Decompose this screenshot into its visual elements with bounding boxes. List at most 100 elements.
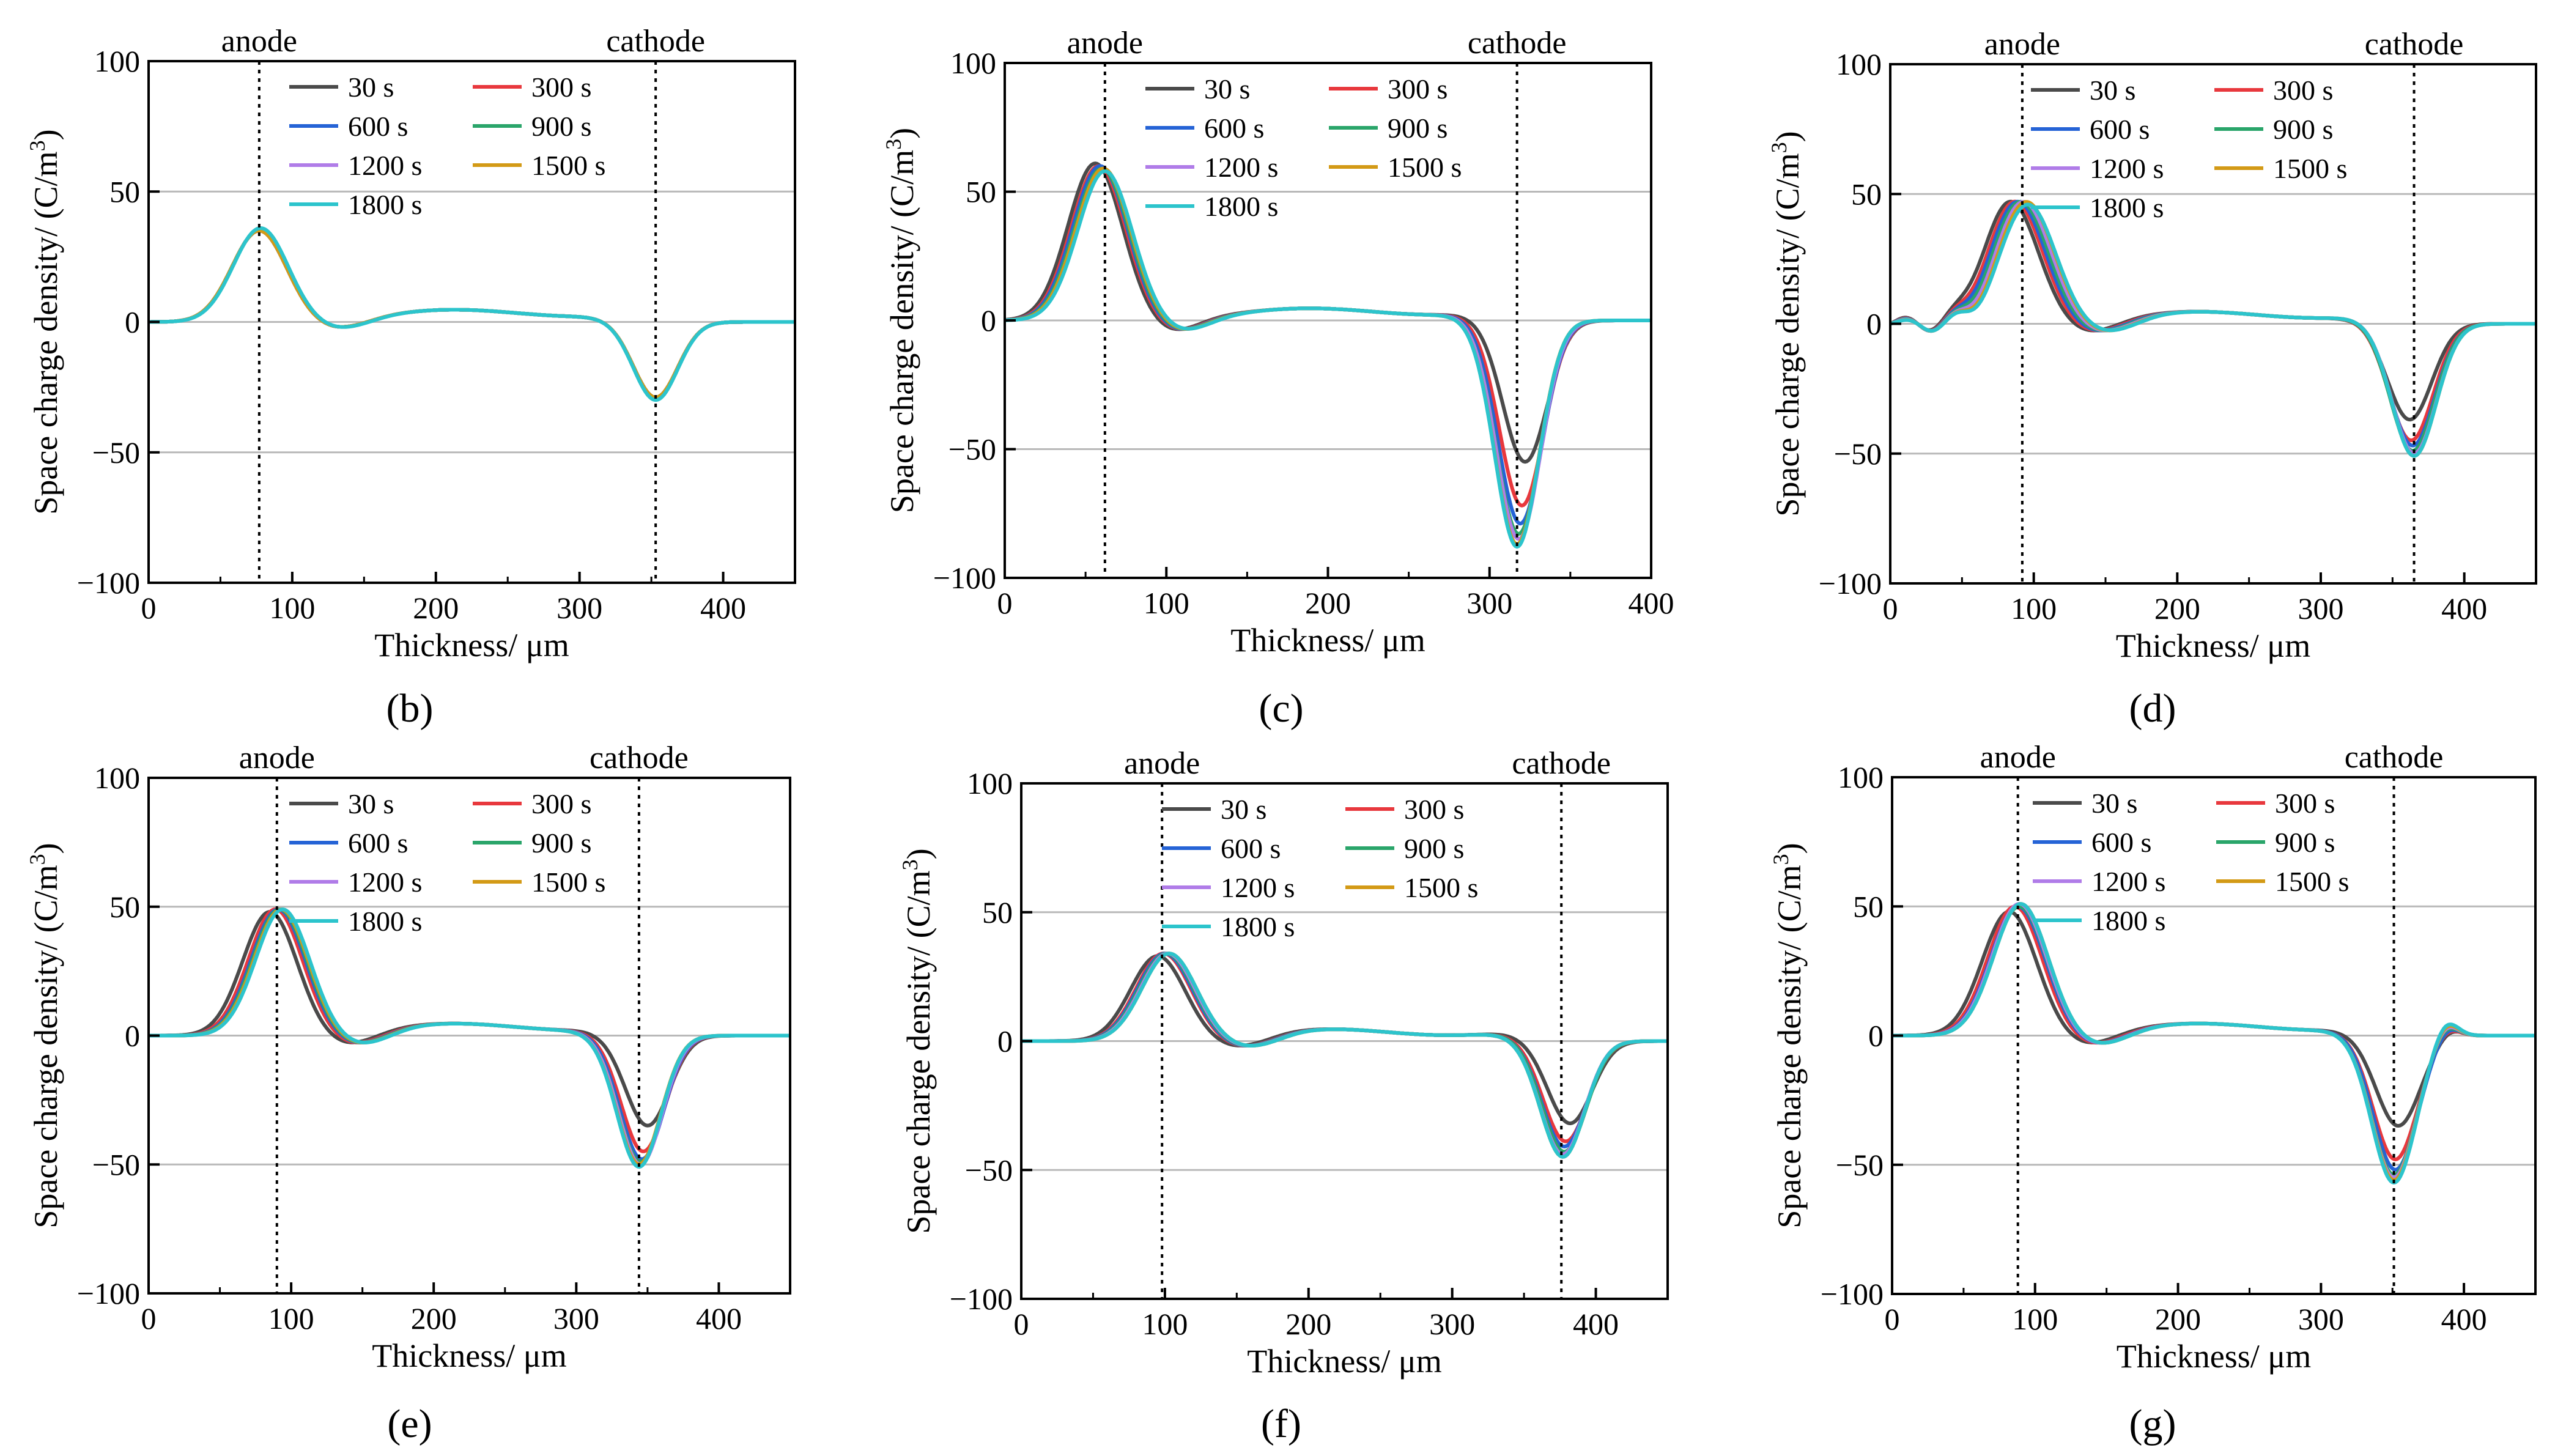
x-tick-label: 200 bbox=[2155, 1302, 2201, 1336]
x-tick-label: 400 bbox=[2441, 1302, 2487, 1336]
chart-panel-b: anode cathode 0 100 200 300 400 −100 −50 0 50 100 Th… bbox=[25, 24, 796, 731]
y-tick-label: 100 bbox=[950, 46, 996, 80]
series-line-1200s bbox=[1004, 166, 1652, 541]
anode-label: anode bbox=[1984, 27, 2060, 62]
y-tick-label: −100 bbox=[950, 1282, 1013, 1316]
series-line-30s bbox=[1021, 954, 1668, 1125]
series-line-30s bbox=[148, 229, 796, 399]
anode-label: anode bbox=[239, 741, 315, 775]
legend-label: 900 s bbox=[1388, 113, 1448, 144]
x-tick-label: 300 bbox=[1466, 586, 1512, 620]
x-axis-title: Thickness/ μm bbox=[2116, 627, 2310, 664]
x-tick-label: 0 bbox=[1014, 1307, 1029, 1341]
x-tick-label: 0 bbox=[141, 1301, 157, 1336]
series-line-600s bbox=[1021, 952, 1668, 1148]
y-tick-label: 100 bbox=[967, 766, 1013, 800]
y-tick-label: 50 bbox=[1853, 889, 1884, 923]
legend-label: 1200 s bbox=[1204, 152, 1278, 183]
cathode-label: cathode bbox=[606, 24, 705, 59]
series-line-30s bbox=[1891, 909, 2536, 1128]
legend-label: 600 s bbox=[1221, 833, 1281, 864]
x-tick-label: 0 bbox=[1883, 591, 1898, 626]
x-tick-label: 300 bbox=[1429, 1307, 1475, 1341]
legend-label: 300 s bbox=[1388, 73, 1448, 105]
legend-label: 600 s bbox=[348, 111, 408, 142]
chart-panel-d: anode cathode 0 100 200 300 400 −100 −50 0 50 100 Th… bbox=[1767, 27, 2537, 731]
panel-label: (b) bbox=[386, 686, 434, 731]
x-axis-title: Thickness/ μm bbox=[372, 1337, 566, 1374]
y-tick-label: −50 bbox=[1834, 437, 1882, 471]
legend-label: 30 s bbox=[1204, 73, 1250, 105]
y-tick-label: 50 bbox=[966, 175, 996, 209]
anode-label: anode bbox=[1980, 740, 2056, 775]
y-tick-label: 0 bbox=[997, 1024, 1013, 1059]
x-tick-label: 100 bbox=[268, 1301, 314, 1336]
y-axis-title: Space charge density/ (C/m3) bbox=[25, 129, 64, 514]
series-line-600s bbox=[148, 907, 791, 1161]
y-tick-label: 50 bbox=[1851, 177, 1882, 211]
y-tick-label: −100 bbox=[77, 566, 140, 600]
legend-label: 1500 s bbox=[531, 867, 605, 898]
legend-label: 1500 s bbox=[1388, 152, 1462, 183]
y-tick-label: 100 bbox=[1836, 47, 1882, 81]
x-axis-title: Thickness/ μm bbox=[1247, 1343, 1441, 1380]
series-line-1500s bbox=[1021, 952, 1668, 1159]
legend-label: 1800 s bbox=[348, 189, 422, 220]
series-line-1800s bbox=[148, 907, 791, 1169]
legend-label: 300 s bbox=[1404, 794, 1464, 825]
series-line-30s bbox=[1004, 161, 1652, 464]
legend-label: 300 s bbox=[2273, 75, 2333, 106]
x-tick-label: 200 bbox=[411, 1301, 457, 1336]
legend-label: 30 s bbox=[348, 788, 394, 819]
series-line-1200s bbox=[148, 229, 796, 399]
y-tick-label: −100 bbox=[77, 1276, 140, 1310]
series-line-300s bbox=[1021, 952, 1668, 1144]
legend-label: 600 s bbox=[1204, 113, 1264, 144]
y-axis-title: Space charge density/ (C/m3) bbox=[881, 128, 920, 513]
anode-label: anode bbox=[1067, 26, 1143, 61]
legend-label: 1500 s bbox=[1404, 872, 1478, 903]
y-tick-label: 50 bbox=[982, 895, 1013, 929]
panel-label: (f) bbox=[1261, 1402, 1301, 1446]
x-tick-label: 100 bbox=[1142, 1307, 1188, 1341]
legend-label: 900 s bbox=[531, 111, 591, 142]
y-tick-label: 0 bbox=[981, 303, 996, 338]
x-axis-title: Thickness/ μm bbox=[2117, 1338, 2311, 1375]
y-axis-title: Space charge density/ (C/m3) bbox=[898, 848, 937, 1233]
series-line-600s bbox=[148, 229, 796, 399]
y-tick-label: 50 bbox=[109, 890, 140, 924]
legend-label: 300 s bbox=[2275, 788, 2335, 819]
y-axis-title: Space charge density/ (C/m3) bbox=[25, 843, 64, 1228]
x-tick-label: 400 bbox=[2441, 591, 2487, 626]
y-tick-label: −50 bbox=[92, 435, 140, 470]
series-line-1800s bbox=[1004, 169, 1652, 549]
y-axis-title: Space charge density/ (C/m3) bbox=[1769, 843, 1808, 1228]
series-line-1800s bbox=[148, 226, 796, 402]
cathode-label: cathode bbox=[590, 741, 689, 775]
y-tick-label: 50 bbox=[109, 174, 140, 209]
y-tick-label: −50 bbox=[948, 432, 996, 467]
chart-panel-g: anode cathode 0 100 200 300 400 −100 −50 0 50 100 Th… bbox=[1769, 740, 2537, 1446]
legend-label: 900 s bbox=[1404, 833, 1464, 864]
series-line-1200s bbox=[148, 907, 791, 1166]
legend-label: 600 s bbox=[2090, 114, 2150, 145]
y-tick-label: −100 bbox=[933, 561, 996, 595]
x-tick-label: 300 bbox=[2298, 1302, 2344, 1336]
legend-label: 30 s bbox=[2090, 75, 2135, 106]
cathode-label: cathode bbox=[1468, 26, 1567, 61]
legend-label: 30 s bbox=[348, 72, 394, 103]
legend-label: 1500 s bbox=[531, 150, 605, 181]
x-tick-label: 200 bbox=[1285, 1307, 1331, 1341]
x-tick-label: 0 bbox=[1885, 1302, 1900, 1336]
x-tick-label: 100 bbox=[269, 591, 315, 625]
x-tick-label: 300 bbox=[2298, 591, 2344, 626]
y-tick-label: 0 bbox=[125, 1019, 140, 1053]
legend-label: 1200 s bbox=[348, 867, 422, 898]
series-line-600s bbox=[1004, 164, 1652, 526]
legend-label: 1500 s bbox=[2275, 866, 2349, 897]
cathode-label: cathode bbox=[1512, 746, 1611, 781]
x-tick-label: 400 bbox=[1629, 586, 1674, 620]
y-tick-label: 100 bbox=[94, 44, 140, 78]
x-tick-label: 200 bbox=[1305, 586, 1351, 620]
